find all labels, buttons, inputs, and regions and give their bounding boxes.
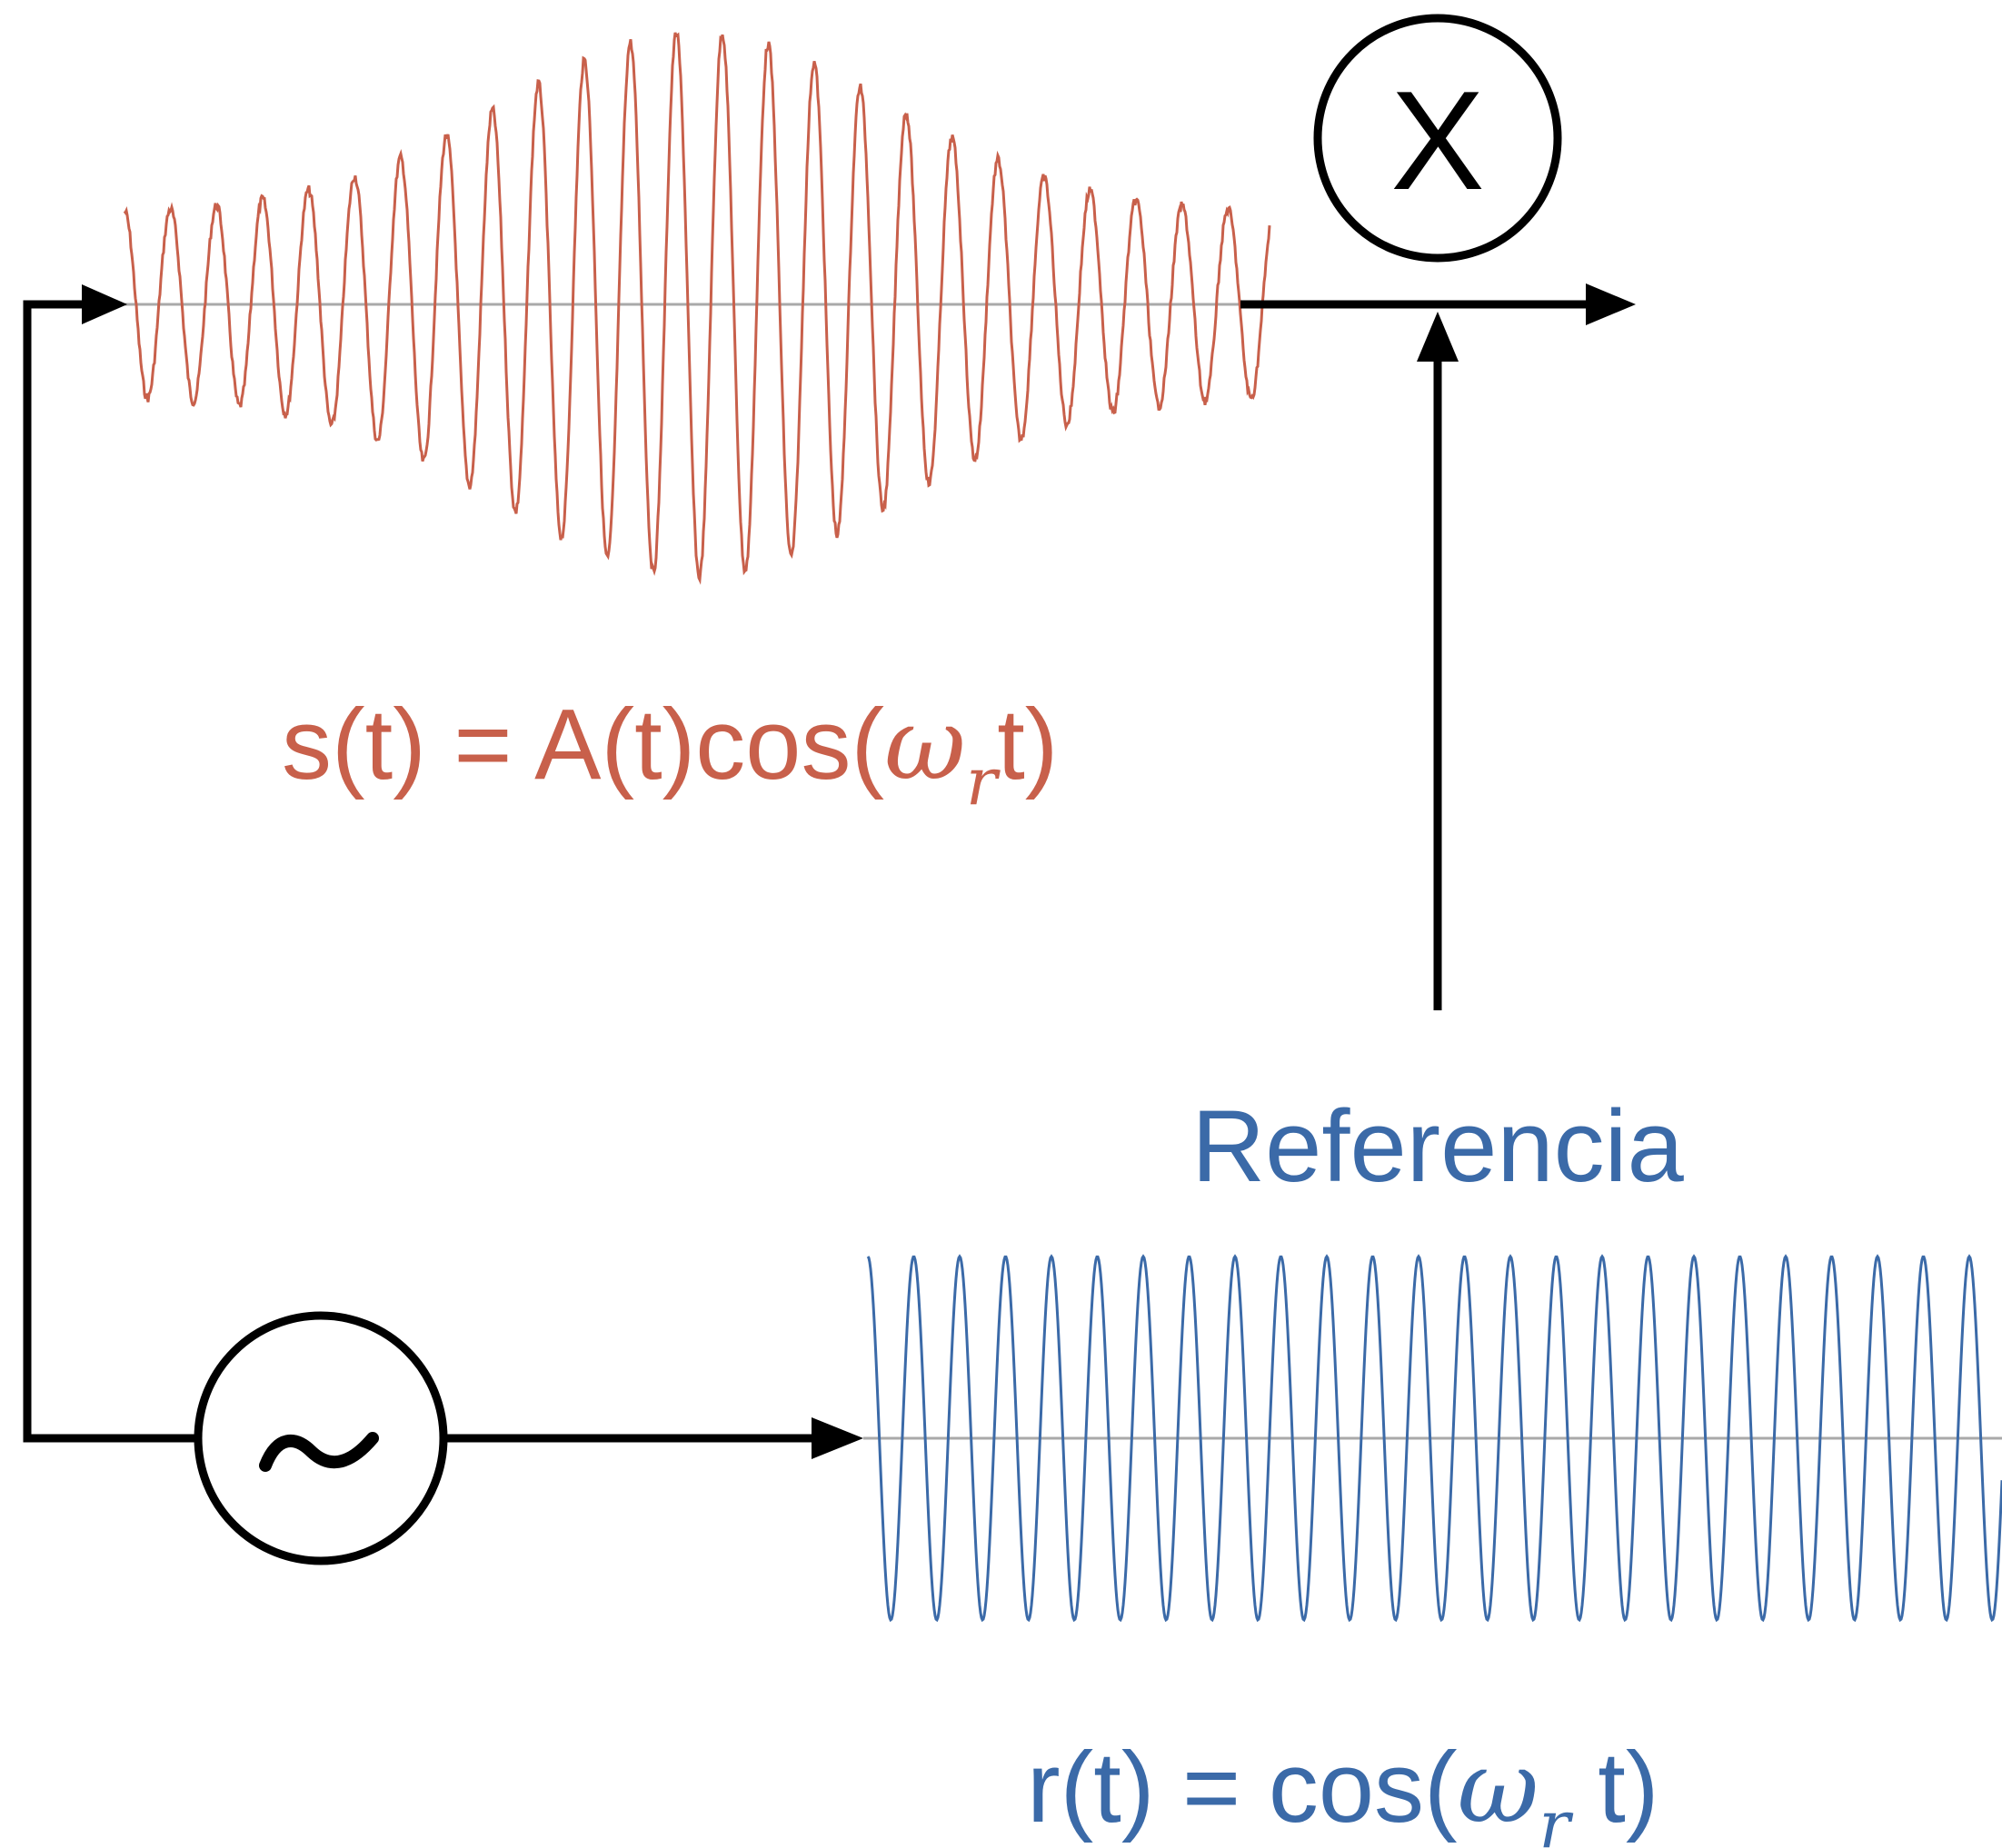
mixer-circle	[1313, 14, 1562, 263]
signal-formula-subscript: r	[966, 743, 1001, 820]
signal-formula-suffix: t)	[997, 689, 1058, 800]
reference-arrowhead	[812, 1417, 863, 1459]
mixer-input-arrowhead	[1417, 312, 1459, 362]
mixer: X	[1313, 14, 1562, 263]
output-arrowhead	[1586, 283, 1636, 325]
reference-formula-omega: ω	[1458, 1729, 1539, 1845]
signal-waveform	[123, 32, 1271, 585]
source-to-signal-wire	[23, 300, 195, 1443]
signal-formula: s(t) = A(t)cos(ωrt)	[282, 686, 1058, 820]
reference-formula-subscript: r	[1539, 1786, 1573, 1848]
reference-waveform	[866, 1254, 2002, 1623]
reference-formula: r(t) = cos(ωr t)	[1027, 1729, 1659, 1848]
oscillator-circle	[194, 1311, 448, 1565]
reference-formula-suffix: t)	[1570, 1732, 1659, 1843]
multiply-icon: X	[1390, 62, 1484, 219]
reference-formula-prefix: r(t) = cos(	[1027, 1732, 1458, 1843]
signal-formula-omega: ω	[884, 686, 966, 802]
reference-label: Referencia	[1191, 1089, 1684, 1203]
sine-source-icon	[259, 1432, 379, 1472]
signal-input-arrowhead	[82, 284, 127, 324]
oscillator	[194, 1311, 448, 1565]
signal-formula-prefix: s(t) = A(t)cos(	[282, 689, 884, 800]
